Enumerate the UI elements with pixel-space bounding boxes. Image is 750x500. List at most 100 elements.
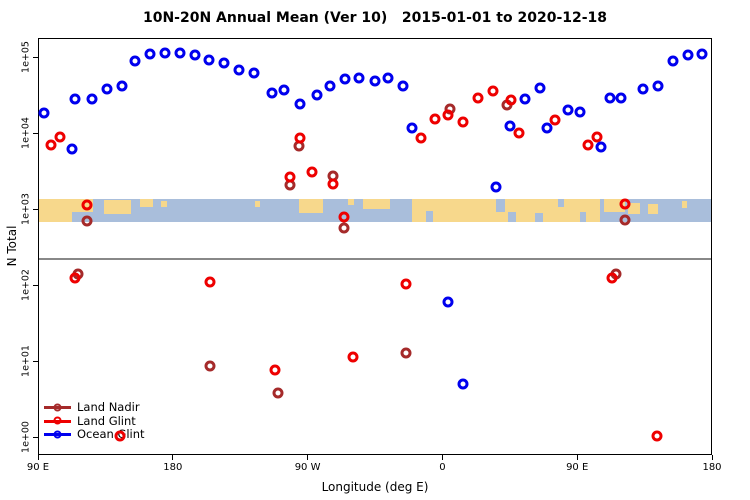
water-notch [580, 211, 587, 222]
data-point-land-glint [269, 364, 281, 376]
data-point-land-glint [114, 430, 126, 442]
data-point-land-glint [204, 276, 216, 288]
data-point-ocean-glint [101, 83, 113, 95]
data-point-ocean-glint [324, 80, 336, 92]
data-point-ocean-glint [397, 80, 409, 92]
data-point-ocean-glint [541, 122, 553, 134]
y-tick-label: 1e+04 [20, 117, 32, 149]
data-point-ocean-glint [174, 47, 186, 59]
data-point-land-glint [338, 211, 350, 223]
data-point-ocean-glint [637, 83, 649, 95]
land-patch [628, 202, 641, 214]
data-point-land-glint [54, 131, 66, 143]
land-patch [58, 208, 73, 222]
data-point-ocean-glint [218, 57, 230, 69]
y-tick [33, 56, 38, 58]
x-tick [576, 455, 578, 460]
data-point-land-glint [582, 139, 594, 151]
data-point-ocean-glint [652, 80, 664, 92]
y-tick [33, 284, 38, 286]
data-point-land-glint [505, 94, 517, 106]
data-point-ocean-glint [66, 143, 78, 155]
data-point-ocean-glint [382, 72, 394, 84]
data-point-land-glint [591, 131, 603, 143]
water-notch [508, 211, 516, 222]
water-notch [496, 199, 506, 212]
land-patch [139, 199, 154, 208]
data-point-land-glint [347, 351, 359, 363]
data-point-ocean-glint [457, 378, 469, 390]
land-patch [348, 199, 355, 205]
legend-marker-icon [53, 430, 61, 438]
water-notch [425, 210, 434, 222]
data-point-land-glint [306, 166, 318, 178]
data-point-ocean-glint [189, 49, 201, 61]
y-tick-label: 1e+00 [20, 421, 32, 453]
data-point-ocean-glint [615, 92, 627, 104]
data-point-land-glint [513, 127, 525, 139]
x-tick [441, 455, 443, 460]
data-point-land-nadir [81, 215, 93, 227]
data-point-ocean-glint [144, 48, 156, 60]
data-point-land-glint [442, 109, 454, 121]
x-tick [172, 455, 174, 460]
x-tick-label: 90 E [566, 462, 589, 473]
x-tick-label: 180 [702, 462, 722, 473]
data-point-ocean-glint [278, 84, 290, 96]
data-point-ocean-glint [248, 67, 260, 79]
data-point-land-nadir [204, 360, 216, 372]
data-point-ocean-glint [86, 93, 98, 105]
x-tick-label: 90 E [26, 462, 50, 473]
data-point-ocean-glint [504, 120, 516, 132]
data-point-land-glint [606, 272, 618, 284]
data-point-land-nadir [619, 214, 631, 226]
y-tick [33, 436, 38, 438]
legend-label: Land Glint [77, 413, 136, 428]
y-tick [33, 208, 38, 210]
legend-marker-icon [53, 403, 61, 411]
land-patch [39, 199, 59, 222]
data-point-ocean-glint [159, 47, 171, 59]
land-patch [647, 203, 659, 214]
data-point-land-nadir [272, 387, 284, 399]
data-point-land-glint [400, 278, 412, 290]
data-point-land-glint [415, 132, 427, 144]
y-tick-label: 1e+02 [20, 269, 32, 301]
data-point-ocean-glint [696, 48, 707, 60]
y-tick [33, 132, 38, 134]
y-axis-title: N Total [5, 225, 19, 267]
data-point-land-nadir [338, 222, 350, 234]
data-point-ocean-glint [339, 73, 351, 85]
x-tick-label: 90 W [294, 462, 321, 473]
data-point-ocean-glint [442, 296, 454, 308]
data-point-ocean-glint [534, 82, 546, 94]
x-tick [37, 455, 39, 460]
data-point-land-glint [549, 114, 561, 126]
data-point-land-glint [284, 171, 296, 183]
data-point-ocean-glint [353, 72, 365, 84]
data-point-ocean-glint [562, 104, 574, 116]
data-point-ocean-glint [490, 181, 502, 193]
reference-line [39, 257, 711, 260]
y-tick-label: 1e+03 [20, 193, 32, 225]
data-point-land-glint [69, 272, 81, 284]
data-point-ocean-glint [406, 122, 418, 134]
land-patch [682, 201, 687, 209]
land-patch [103, 200, 131, 214]
data-point-ocean-glint [129, 55, 141, 67]
data-point-land-glint [651, 430, 663, 442]
data-point-land-glint [327, 178, 339, 190]
y-tick-label: 1e+01 [20, 345, 32, 377]
x-tick [307, 455, 309, 460]
data-point-land-glint [487, 85, 499, 97]
water-notch [557, 199, 564, 208]
data-point-land-nadir [400, 347, 412, 359]
data-point-ocean-glint [203, 54, 215, 66]
data-point-ocean-glint [369, 75, 381, 87]
legend-label: Land Nadir [77, 400, 140, 414]
data-point-land-glint [294, 132, 306, 144]
legend-marker-icon [53, 416, 61, 425]
chart-title: 10N-20N Annual Mean (Ver 10) 2015-01-01 … [142, 10, 608, 26]
x-axis-title: Longitude (deg E) [321, 480, 429, 494]
